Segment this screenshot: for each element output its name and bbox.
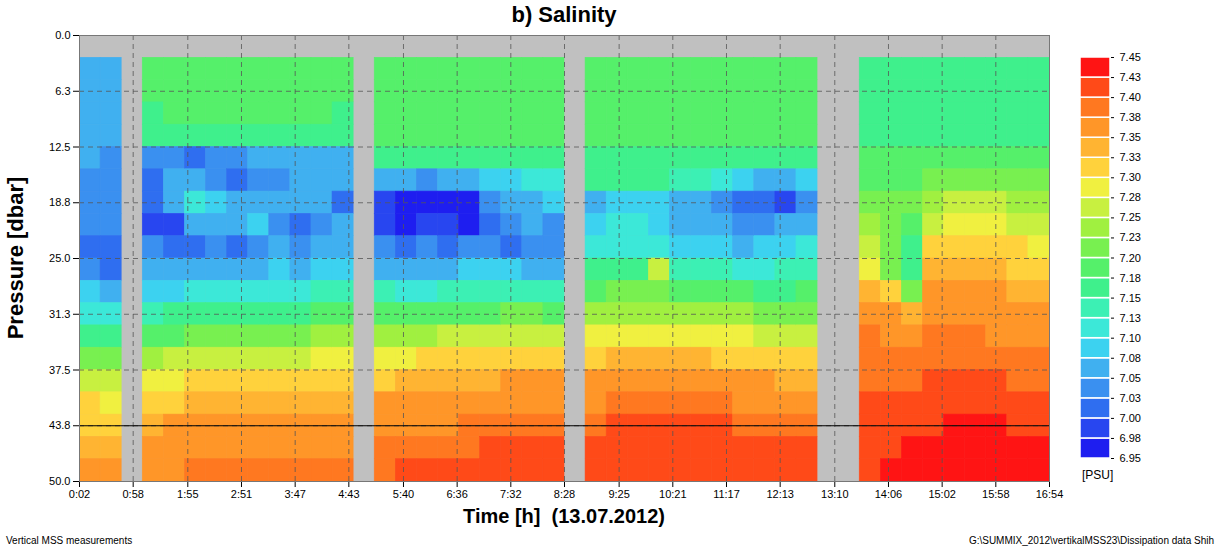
svg-text:7.43: 7.43 bbox=[1120, 71, 1141, 83]
svg-text:7.40: 7.40 bbox=[1120, 91, 1141, 103]
svg-text:10:21: 10:21 bbox=[659, 488, 687, 500]
svg-text:7.03: 7.03 bbox=[1120, 392, 1141, 404]
svg-text:7.35: 7.35 bbox=[1120, 131, 1141, 143]
svg-text:0.0: 0.0 bbox=[55, 29, 70, 41]
svg-text:7.13: 7.13 bbox=[1120, 312, 1141, 324]
svg-text:7.15: 7.15 bbox=[1120, 292, 1141, 304]
svg-text:3:47: 3:47 bbox=[284, 488, 305, 500]
svg-text:14:06: 14:06 bbox=[875, 488, 903, 500]
svg-text:4:43: 4:43 bbox=[338, 488, 359, 500]
svg-text:1:55: 1:55 bbox=[177, 488, 198, 500]
svg-text:0:02: 0:02 bbox=[69, 488, 90, 500]
svg-text:7.10: 7.10 bbox=[1120, 332, 1141, 344]
svg-text:25.0: 25.0 bbox=[49, 252, 70, 264]
svg-text:7.18: 7.18 bbox=[1120, 272, 1141, 284]
svg-text:8:28: 8:28 bbox=[554, 488, 575, 500]
svg-text:2:51: 2:51 bbox=[231, 488, 252, 500]
svg-text:7.05: 7.05 bbox=[1120, 372, 1141, 384]
svg-text:7.38: 7.38 bbox=[1120, 111, 1141, 123]
svg-text:7.30: 7.30 bbox=[1120, 171, 1141, 183]
svg-text:6:36: 6:36 bbox=[446, 488, 467, 500]
svg-text:6.95: 6.95 bbox=[1120, 452, 1141, 464]
svg-text:0:58: 0:58 bbox=[122, 488, 143, 500]
svg-text:7.08: 7.08 bbox=[1120, 352, 1141, 364]
html-text:G:\SUMMIX_2012\vertikalMSS23\D: G:\SUMMIX_2012\vertikalMSS23\Dissipation… bbox=[968, 535, 1214, 546]
html-text:b) Salinity: b) Salinity bbox=[511, 2, 617, 27]
svg-text:15:02: 15:02 bbox=[928, 488, 956, 500]
svg-text:9:25: 9:25 bbox=[608, 488, 629, 500]
svg-text:7.28: 7.28 bbox=[1120, 191, 1141, 203]
svg-text:31.3: 31.3 bbox=[49, 308, 70, 320]
html-text:Vertical MSS measurements: Vertical MSS measurements bbox=[6, 535, 133, 546]
svg-text:43.8: 43.8 bbox=[49, 419, 70, 431]
svg-text:37.5: 37.5 bbox=[49, 364, 70, 376]
svg-text:16:54: 16:54 bbox=[1036, 488, 1064, 500]
svg-text:6.3: 6.3 bbox=[55, 85, 70, 97]
svg-text:11:17: 11:17 bbox=[713, 488, 740, 500]
svg-text:12.5: 12.5 bbox=[49, 141, 70, 153]
svg-text:7:32: 7:32 bbox=[500, 488, 521, 500]
svg-text:7.00: 7.00 bbox=[1120, 412, 1141, 424]
svg-text:5:40: 5:40 bbox=[393, 488, 414, 500]
svg-text:6.98: 6.98 bbox=[1120, 432, 1141, 444]
html-text:Time [h] (13.07.2012): Time [h] (13.07.2012) bbox=[463, 505, 665, 527]
svg-text:13:10: 13:10 bbox=[821, 488, 849, 500]
svg-text:7.25: 7.25 bbox=[1120, 211, 1141, 223]
svg-text:7.33: 7.33 bbox=[1120, 151, 1141, 163]
html-text:[PSU]: [PSU] bbox=[1082, 468, 1114, 482]
svg-text:7.45: 7.45 bbox=[1120, 51, 1141, 63]
svg-text:7.23: 7.23 bbox=[1120, 231, 1141, 243]
html-text:Pressure [dbar]: Pressure [dbar] bbox=[3, 176, 28, 340]
svg-text:18.8: 18.8 bbox=[49, 196, 70, 208]
svg-text:12:13: 12:13 bbox=[766, 488, 794, 500]
svg-text:7.20: 7.20 bbox=[1120, 252, 1141, 264]
svg-text:15:58: 15:58 bbox=[982, 488, 1010, 500]
svg-text:50.0: 50.0 bbox=[49, 475, 70, 487]
